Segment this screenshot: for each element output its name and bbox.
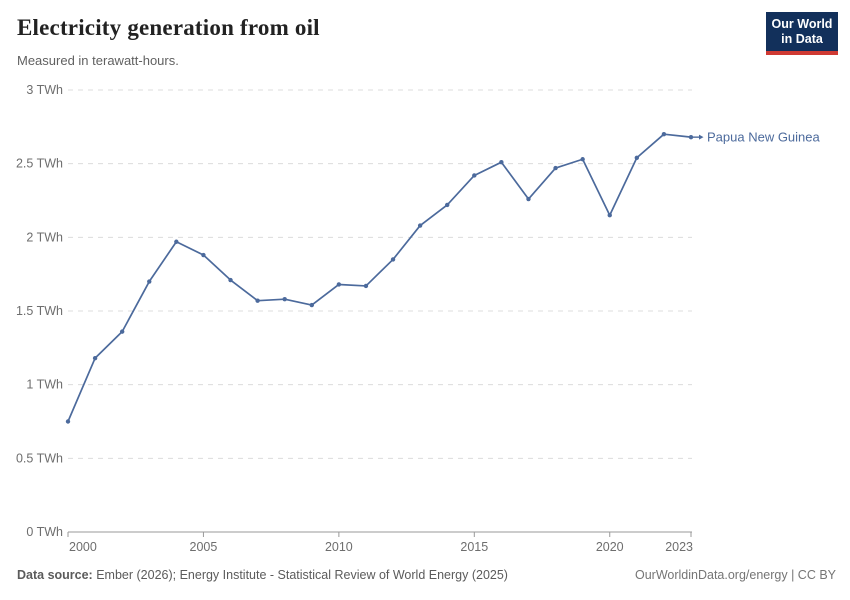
data-point[interactable] — [309, 302, 314, 308]
data-point[interactable] — [363, 283, 369, 289]
y-tick-label: 1.5 TWh — [16, 304, 63, 318]
data-point[interactable] — [580, 157, 585, 162]
data-point[interactable] — [282, 297, 287, 302]
data-point[interactable] — [607, 213, 612, 218]
data-point[interactable] — [255, 298, 260, 303]
y-tick-label: 2.5 TWh — [16, 157, 63, 171]
x-tick-label: 2010 — [325, 540, 353, 554]
owid-logo[interactable]: Our World in Data — [766, 12, 838, 55]
data-point[interactable] — [119, 329, 125, 334]
data-source-label: Data source: — [17, 568, 93, 582]
chart-subtitle: Measured in terawatt-hours. — [17, 53, 179, 68]
data-point[interactable] — [336, 282, 342, 287]
data-point[interactable] — [472, 173, 477, 178]
data-point[interactable] — [661, 132, 667, 137]
data-point[interactable] — [634, 155, 640, 160]
data-point[interactable] — [228, 277, 233, 283]
page-title: Electricity generation from oil — [17, 15, 320, 40]
data-point[interactable] — [147, 279, 152, 284]
data-point[interactable] — [526, 196, 531, 202]
x-tick-label: 2000 — [69, 540, 97, 554]
owid-logo-line1: Our World — [771, 17, 833, 31]
data-point[interactable] — [553, 165, 558, 171]
x-tick-label: 2023 — [665, 540, 693, 554]
data-source-text: Ember (2026); Energy Institute - Statist… — [92, 568, 508, 582]
y-tick-label: 3 TWh — [26, 83, 63, 97]
data-point[interactable] — [201, 252, 206, 258]
data-source: Data source: Ember (2026); Energy Instit… — [17, 568, 508, 582]
y-tick-label: 0.5 TWh — [16, 451, 63, 465]
x-tick-label: 2005 — [190, 540, 218, 554]
data-point[interactable] — [92, 355, 98, 361]
data-point[interactable] — [65, 419, 71, 424]
data-point[interactable] — [390, 257, 396, 262]
y-tick-label: 0 TWh — [26, 525, 63, 539]
data-point[interactable] — [499, 159, 504, 165]
series-line[interactable] — [67, 133, 692, 423]
data-point[interactable] — [445, 202, 450, 208]
chart-footer: Data source: Ember (2026); Energy Instit… — [17, 568, 836, 582]
x-tick-label: 2015 — [460, 540, 488, 554]
arrow-icon — [699, 134, 704, 140]
y-tick-label: 1 TWh — [26, 378, 63, 392]
owid-link[interactable]: OurWorldinData.org/energy | CC BY — [634, 568, 836, 582]
data-point[interactable] — [174, 239, 179, 244]
x-tick-label: 2020 — [596, 540, 624, 554]
data-point[interactable] — [417, 223, 423, 228]
data-point[interactable] — [688, 134, 694, 140]
series-label[interactable]: Papua New Guinea — [707, 130, 821, 145]
y-tick-label: 2 TWh — [26, 230, 63, 244]
owid-logo-line2: in Data — [781, 32, 823, 46]
